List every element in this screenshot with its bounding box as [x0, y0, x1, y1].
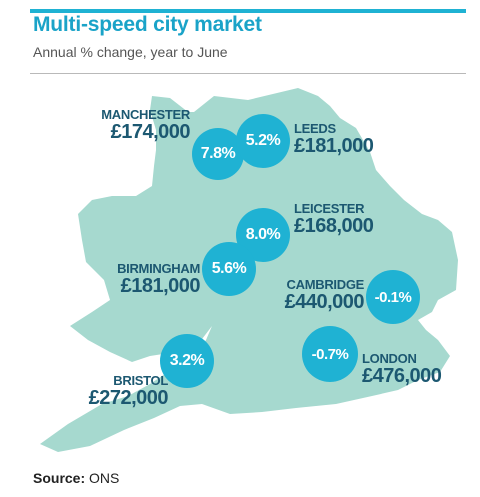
city-name: LEEDS: [294, 121, 336, 136]
city-label-birmingham: BIRMINGHAM £181,000: [94, 262, 200, 296]
city-price: £181,000: [294, 135, 374, 157]
city-price: £181,000: [120, 275, 201, 297]
city-label-leicester: LEICESTER £168,000: [294, 201, 374, 237]
city-name: BIRMINGHAM: [117, 261, 200, 276]
city-price: £174,000: [110, 121, 191, 143]
header-divider: [30, 73, 466, 74]
city-name: LONDON: [362, 351, 417, 366]
change-bubble-bristol: 3.2%: [160, 334, 214, 388]
page-title: Multi-speed city market: [33, 13, 262, 36]
city-label-cambridge: CAMBRIDGE £440,000: [264, 277, 365, 313]
city-name: LEICESTER: [294, 201, 365, 216]
city-label-manchester: MANCHESTER £174,000: [84, 108, 190, 142]
source-value: ONS: [89, 470, 120, 486]
city-label-leeds: LEEDS £181,000: [294, 121, 374, 157]
change-bubble-cambridge: -0.1%: [366, 270, 420, 324]
change-bubble-manchester: 7.8%: [192, 128, 244, 180]
change-bubble-leeds: 5.2%: [236, 114, 290, 168]
source-label: Source:: [33, 470, 86, 486]
city-name: BRISTOL: [113, 373, 168, 388]
city-label-london: LONDON £476,000: [362, 351, 442, 387]
city-label-bristol: BRISTOL £272,000: [64, 373, 169, 409]
city-price: £440,000: [284, 291, 365, 313]
change-bubble-london: -0.7%: [302, 326, 358, 382]
city-price: £168,000: [294, 215, 374, 237]
page-subtitle: Annual % change, year to June: [33, 44, 228, 60]
change-bubble-birmingham: 5.6%: [202, 242, 256, 296]
city-name: MANCHESTER: [101, 107, 190, 122]
top-accent-bar: [30, 9, 466, 13]
city-price: £476,000: [362, 365, 442, 387]
city-name: CAMBRIDGE: [286, 277, 365, 292]
source-note: Source: ONS: [33, 470, 119, 486]
city-price: £272,000: [88, 387, 169, 409]
